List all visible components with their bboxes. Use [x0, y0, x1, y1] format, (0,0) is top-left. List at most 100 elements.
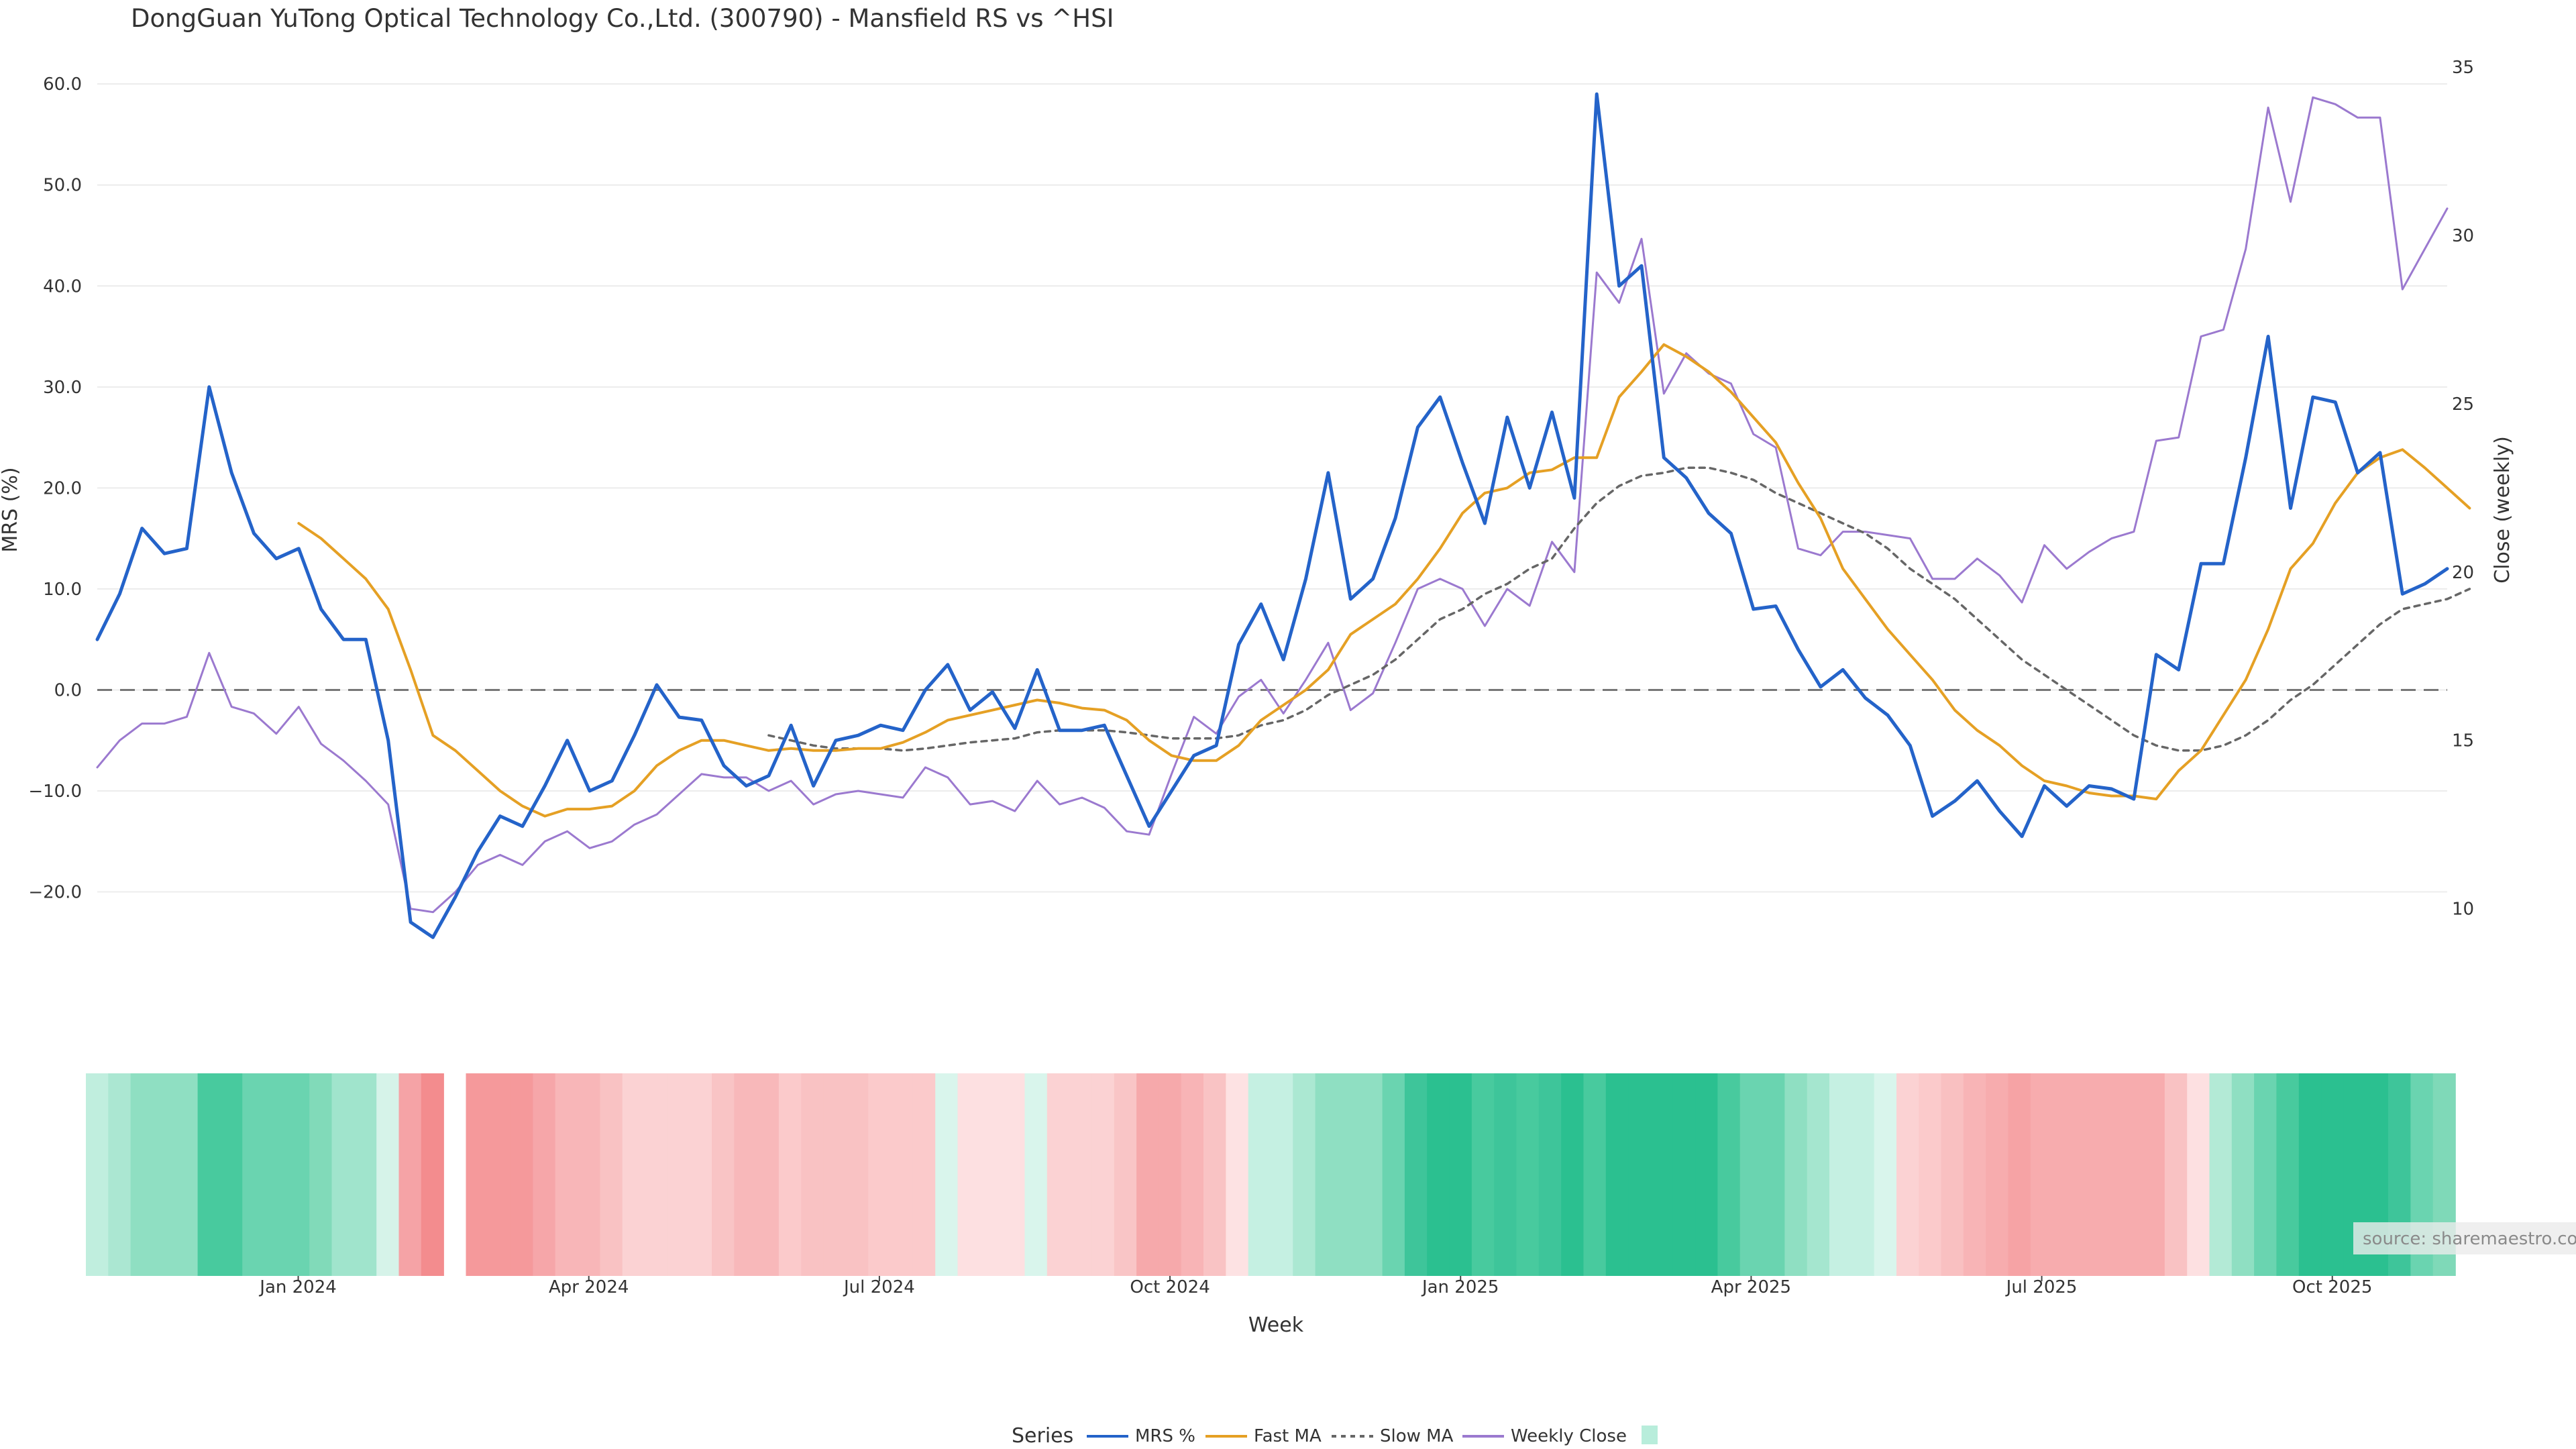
heatmap-cell: [555, 1073, 578, 1276]
heatmap-cell: [890, 1073, 914, 1276]
right-tick-label: 10: [2452, 900, 2474, 920]
right-axis-title: Close (weekly): [2491, 436, 2514, 584]
heatmap-cell: [242, 1073, 266, 1276]
left-tick-label: 10.0: [43, 580, 82, 600]
heatmap-cell: [1561, 1073, 1585, 1276]
x-tick-label: Jul 2025: [2005, 1277, 2078, 1297]
heatmap-cell: [712, 1073, 735, 1276]
x-ticks: Jan 2024 Apr 2024 Jul 2024 Oct 2024 Jan 2025…: [258, 1276, 2372, 1297]
heatmap-cell: [1114, 1073, 1137, 1276]
legend-label: Fast MA: [1254, 1426, 1322, 1446]
heatmap-cell: [734, 1073, 757, 1276]
heatmap-cell: [2053, 1073, 2076, 1276]
heatmap-cell: [1338, 1073, 1361, 1276]
heatmap-cell: [1471, 1073, 1495, 1276]
legend: Series MRS % Fast MA Slow MA Weekly Close: [1012, 1424, 1658, 1448]
heatmap-cell: [1784, 1073, 1808, 1276]
right-tick-label: 20: [2452, 563, 2474, 583]
heatmap-cell: [935, 1073, 959, 1276]
right-tick-label: 15: [2452, 731, 2474, 751]
heatmap-cell: [578, 1073, 601, 1276]
heatmap-cell: [1136, 1073, 1160, 1276]
heatmap-cell: [2008, 1073, 2031, 1276]
x-tick-label: Apr 2024: [549, 1277, 629, 1297]
heatmap-cell: [1494, 1073, 1517, 1276]
heatmap-cell: [1717, 1073, 1741, 1276]
heatmap-cell: [533, 1073, 556, 1276]
left-tick-label: 60.0: [43, 74, 82, 95]
heatmap-cell: [1896, 1073, 1920, 1276]
heatmap-cell: [2298, 1073, 2322, 1276]
x-tick-label: Jan 2025: [1421, 1277, 1499, 1297]
heatmap-cell: [1672, 1073, 1696, 1276]
heatmap-cell: [2120, 1073, 2143, 1276]
heatmap-cell: [1829, 1073, 1853, 1276]
heatmap-cell: [2164, 1073, 2188, 1276]
x-tick-label: Apr 2025: [1711, 1277, 1791, 1297]
heatmap-cell: [2209, 1073, 2233, 1276]
heatmap-cell: [1293, 1073, 1316, 1276]
heatmap-cell: [86, 1073, 109, 1276]
x-axis-title: Week: [1248, 1313, 1304, 1337]
x-tick-label: Oct 2024: [1130, 1277, 1210, 1297]
heatmap-cell: [1315, 1073, 1338, 1276]
heatmap-cell: [331, 1073, 355, 1276]
heatmap-cell: [1583, 1073, 1607, 1276]
right-tick-label: 30: [2452, 226, 2474, 246]
legend-label: MRS %: [1135, 1426, 1195, 1446]
legend-title: Series: [1012, 1424, 1073, 1448]
heatmap-cell: [1851, 1073, 1875, 1276]
heatmap-cell: [756, 1073, 780, 1276]
heatmap-cell: [1091, 1073, 1115, 1276]
heatmap-cell: [1986, 1073, 2009, 1276]
series-line-slow-ma: [767, 466, 2471, 752]
heatmap-cell: [845, 1073, 869, 1276]
left-tick-label: −10.0: [28, 782, 82, 802]
heatmap-cell: [1919, 1073, 1942, 1276]
heatmap-cell: [1046, 1073, 1070, 1276]
heatmap-cell: [600, 1073, 623, 1276]
heatmap-cell: [354, 1073, 377, 1276]
heatmap-cell: [286, 1073, 310, 1276]
heatmap-cell: [219, 1073, 243, 1276]
gridlines: [97, 83, 2447, 893]
chart-title: DongGuan YuTong Optical Technology Co.,L…: [131, 4, 1114, 33]
heatmap-cell: [1382, 1073, 1405, 1276]
x-tick-label: Oct 2025: [2292, 1277, 2372, 1297]
heatmap-cell: [2097, 1073, 2121, 1276]
regime-heatmap: [86, 1073, 2456, 1276]
heatmap-cell: [1404, 1073, 1428, 1276]
heatmap-cell: [1159, 1073, 1182, 1276]
heatmap-cell: [421, 1073, 444, 1276]
heatmap-cell: [398, 1073, 422, 1276]
heatmap-cell: [1941, 1073, 1964, 1276]
left-y-ticks: 60.0 50.0 40.0 30.0 20.0 10.0 0.0 −10.0 −20.0: [28, 74, 82, 902]
heatmap-cell: [667, 1073, 690, 1276]
source-note: source: sharemaestro.com: [2353, 1222, 2576, 1254]
heatmap-cell: [2276, 1073, 2300, 1276]
heatmap-cell: [175, 1073, 199, 1276]
heatmap-cell: [1427, 1073, 1450, 1276]
x-tick-label: Jul 2024: [843, 1277, 915, 1297]
left-tick-label: 40.0: [43, 276, 82, 297]
series-line-weekly-close: [96, 96, 2449, 914]
heatmap-cell: [1963, 1073, 1986, 1276]
heatmap-cell: [1628, 1073, 1652, 1276]
heatmap-cell: [1739, 1073, 1763, 1276]
heatmap-cell: [197, 1073, 221, 1276]
heatmap-cell: [2231, 1073, 2255, 1276]
heatmap-cell: [2187, 1073, 2210, 1276]
heatmap-cell: [1695, 1073, 1719, 1276]
heatmap-cell: [1069, 1073, 1093, 1276]
heatmap-cell: [778, 1073, 802, 1276]
heatmap-cell: [1605, 1073, 1629, 1276]
left-tick-label: 50.0: [43, 176, 82, 196]
legend-label: Slow MA: [1380, 1426, 1454, 1446]
heatmap-cell: [1181, 1073, 1204, 1276]
heatmap-cell: [912, 1073, 936, 1276]
legend-label: Weekly Close: [1511, 1426, 1627, 1446]
right-tick-label: 35: [2452, 58, 2474, 78]
heatmap-cell: [1874, 1073, 1897, 1276]
series-lines: [95, 92, 2471, 939]
